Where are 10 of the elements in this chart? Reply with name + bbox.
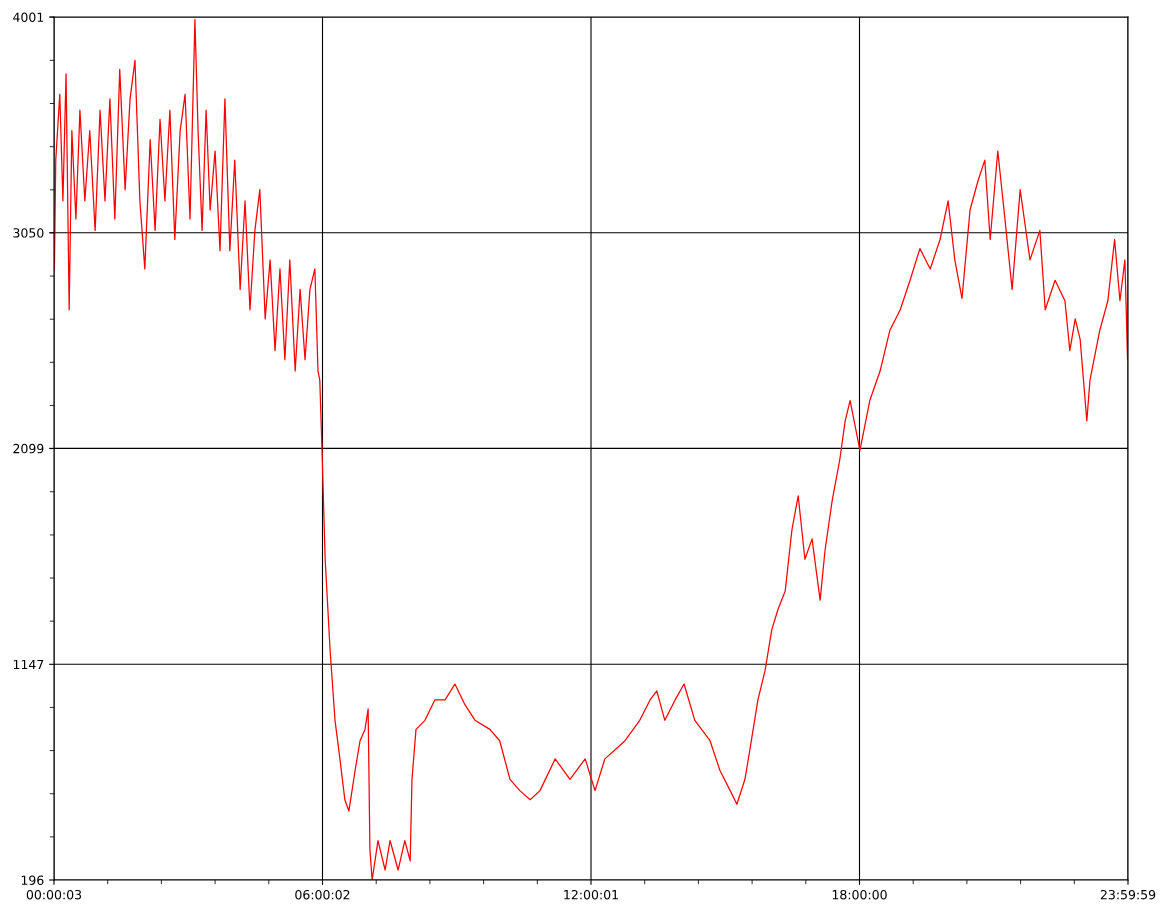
y-tick-label: 2099 [13, 443, 44, 454]
y-tick-label: 1147 [13, 659, 44, 670]
x-tick-label: 00:00:03 [26, 889, 82, 900]
y-tick-label: 3050 [13, 228, 44, 238]
y-tick-label: 4001 [13, 12, 44, 22]
x-tick-label: 23:59:59 [1100, 889, 1156, 900]
x-tick-label: 06:00:02 [295, 889, 350, 900]
y-tick-label: 196 [21, 875, 44, 885]
x-tick-label: 12:00:01 [564, 889, 618, 900]
x-tick-label: 18:00:00 [832, 889, 887, 900]
